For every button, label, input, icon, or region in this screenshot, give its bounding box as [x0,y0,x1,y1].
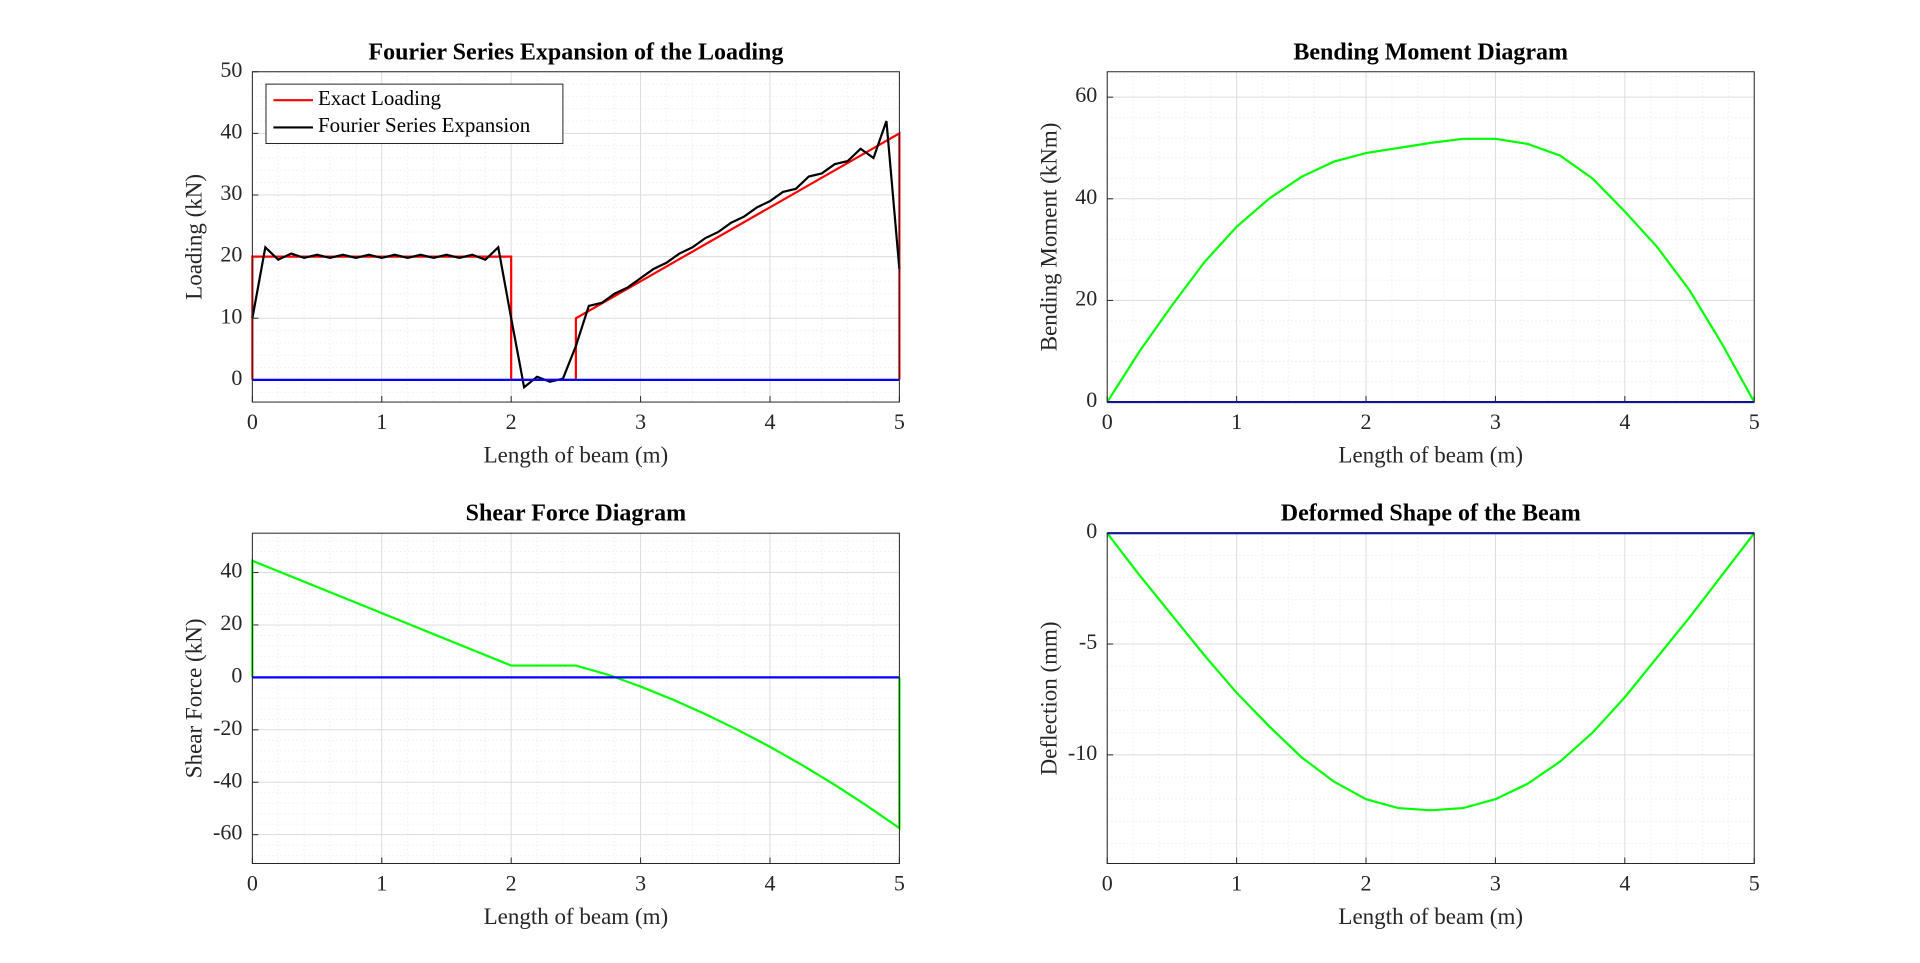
axes-box [1106,532,1755,865]
y-tick-label: 30 [220,180,242,205]
y-tick-label: 0 [1086,387,1097,412]
plot-area [252,533,900,864]
legend-label: Exact Loading [318,86,442,110]
x-tick-label: 5 [894,871,905,896]
x-tick-label: 4 [1619,409,1630,434]
chart-title: Bending Moment Diagram [1293,39,1568,65]
y-tick-label: 20 [220,242,242,267]
x-tick-label: 0 [1102,409,1113,434]
x-tick-label: 3 [635,409,646,434]
y-tick-label: -60 [213,820,242,845]
x-tick-label: 3 [635,871,646,896]
legend-label: Fourier Series Expansion [318,113,531,137]
data-line [1106,137,1756,403]
y-axis-label: Deflection (mm) [1036,621,1061,775]
chart-title: Fourier Series Expansion of the Loading [368,39,783,65]
y-axis-label: Shear Force (kN) [182,619,207,779]
chart-title: Shear Force Diagram [466,501,686,527]
y-tick-label: 40 [1075,184,1097,209]
x-tick-label: 1 [376,871,387,896]
x-axis-label: Length of beam (m) [1338,442,1523,467]
y-tick-label: 0 [231,365,242,390]
y-tick-label: 60 [1075,82,1097,107]
y-tick-label: 0 [231,662,242,687]
axes: 0 1 2 3 4 5 -60 -40 -20 0 20 40 Shear Force Diagram L… [182,501,905,929]
y-axis-label: Loading (kN) [182,174,207,300]
x-axis-label: Length of beam (m) [484,904,669,929]
y-tick-label: 40 [220,118,242,143]
x-tick-label: 5 [1749,409,1760,434]
x-tick-label: 4 [764,409,775,434]
axes: 0 1 2 3 4 5 0 20 40 60 Bending Moment Diagram Lengt… [1036,39,1759,467]
axes-box [251,532,900,865]
plot-area [1107,71,1755,403]
x-tick-label: 4 [1619,871,1630,896]
plot-area [1107,533,1755,864]
y-tick-label: -20 [213,715,242,740]
axes-box [251,71,900,403]
x-tick-label: 4 [764,871,775,896]
x-tick-label: 2 [1361,409,1372,434]
y-tick-label: -40 [213,767,242,792]
data-line [1106,532,1756,812]
x-tick-label: 2 [1361,871,1372,896]
data-line [251,120,901,390]
x-tick-label: 5 [894,409,905,434]
x-axis-label: Length of beam (m) [484,442,669,467]
x-tick-label: 0 [1102,871,1113,896]
x-tick-label: 1 [1231,409,1242,434]
x-tick-label: 5 [1749,871,1760,896]
y-tick-label: 10 [220,303,242,328]
x-tick-label: 1 [1231,871,1242,896]
x-tick-label: 1 [376,409,387,434]
chart-title: Deformed Shape of the Beam [1281,501,1581,527]
x-tick-label: 2 [506,409,517,434]
legend-box [265,83,564,145]
axes: 0 1 2 3 4 5 -10 -5 0 Deformed Shape of the Beam Le… [1036,501,1759,929]
y-tick-label: 40 [220,558,242,583]
y-tick-label: 0 [1086,518,1097,543]
x-tick-label: 0 [247,871,258,896]
y-tick-label: 50 [220,57,242,82]
axes-box [1106,71,1755,403]
x-tick-label: 3 [1490,871,1501,896]
y-tick-label: -5 [1079,629,1097,654]
legend: Exact Loading Fourier Series Expansion [265,83,564,145]
y-tick-label: 20 [1075,285,1097,310]
data-line [251,559,901,831]
x-tick-label: 0 [247,409,258,434]
x-tick-label: 3 [1490,409,1501,434]
y-tick-label: -10 [1068,740,1097,765]
y-axis-label: Bending Moment (kNm) [1036,123,1061,352]
x-axis-label: Length of beam (m) [1338,904,1523,929]
y-tick-label: 20 [220,610,242,635]
x-tick-label: 2 [506,871,517,896]
